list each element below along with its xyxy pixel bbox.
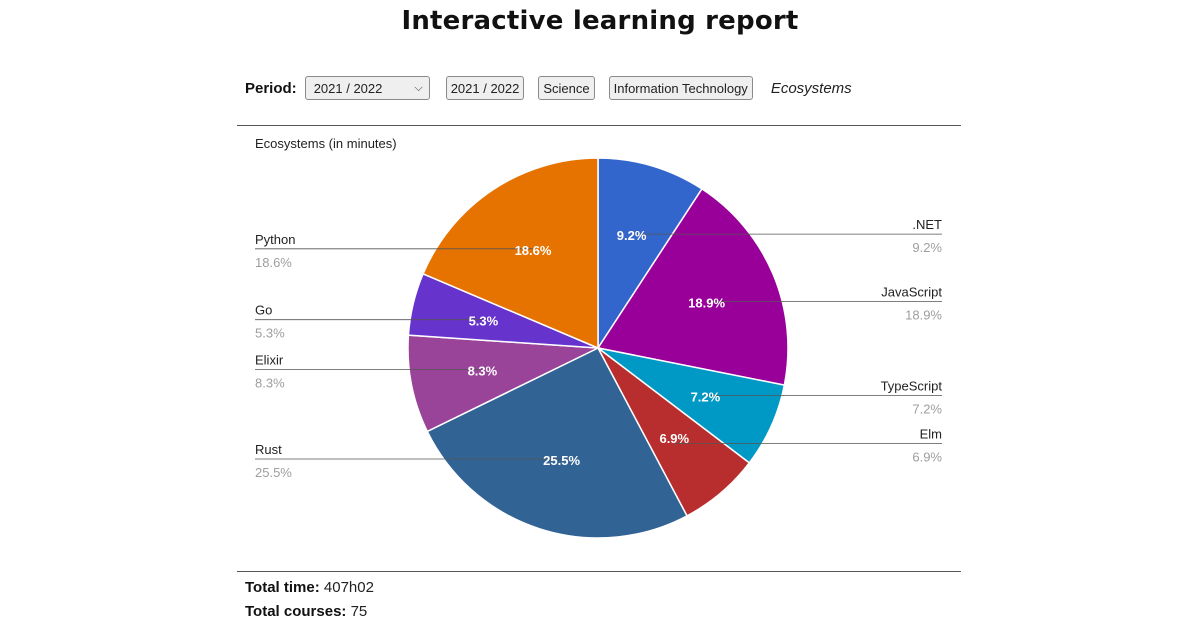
slice-percent-go: 5.3%: [469, 314, 499, 329]
pie-slice-rust[interactable]: [426, 347, 689, 539]
pie-slice-javascript[interactable]: [596, 187, 789, 386]
legend-percent-typescript: 7.2%: [912, 401, 942, 416]
legend-label-elm: Elm: [920, 426, 942, 441]
total-courses: Total courses: 75: [245, 603, 367, 620]
legend-label-rust: Rust: [255, 442, 282, 457]
breadcrumb-it-button[interactable]: Information Technology: [608, 76, 753, 100]
legend-percent-net: 9.2%: [912, 240, 942, 255]
pie-slice-python[interactable]: [422, 157, 599, 350]
top-divider: [237, 125, 961, 126]
legend-label-go: Go: [255, 303, 272, 318]
legend-percent-elm: 6.9%: [912, 449, 942, 464]
slice-percent-typescript: 7.2%: [691, 389, 721, 404]
legend-percent-go: 5.3%: [255, 326, 285, 341]
legend-label-elixir: Elixir: [255, 353, 284, 368]
slice-percent-rust: 25.5%: [543, 453, 580, 468]
total-courses-label: Total courses:: [245, 603, 347, 620]
legend-percent-elixir: 8.3%: [255, 376, 285, 391]
total-time-label: Total time:: [245, 579, 320, 596]
breadcrumb-period-button[interactable]: 2021 / 2022: [445, 76, 525, 100]
breadcrumb-science-button[interactable]: Science: [538, 76, 595, 100]
pie-slice-elixir[interactable]: [407, 334, 601, 433]
slice-percent-javascript: 18.9%: [688, 295, 725, 310]
total-courses-value: 75: [350, 603, 368, 620]
page-title: Interactive learning report: [401, 6, 799, 36]
total-time: Total time: 407h02: [245, 579, 374, 596]
slice-percent-python: 18.6%: [515, 243, 552, 258]
legend-percent-javascript: 18.9%: [905, 307, 942, 322]
chart-title: Ecosystems (in minutes): [255, 136, 397, 151]
period-toolbar: Period: 2021 / 2022 ⌵ 2021 / 2022 Scienc…: [245, 74, 852, 102]
pie-slice-net[interactable]: [597, 157, 703, 351]
period-select[interactable]: 2021 / 2022 ⌵: [304, 76, 430, 100]
slice-percent-elixir: 8.3%: [468, 364, 498, 379]
slice-percent-elm: 6.9%: [659, 431, 689, 446]
legend-percent-python: 18.6%: [255, 255, 292, 270]
period-select-value: 2021 / 2022: [313, 80, 383, 96]
legend-label-typescript: TypeScript: [881, 378, 943, 393]
legend-label-javascript: JavaScript: [881, 284, 942, 299]
bottom-divider: [237, 571, 961, 572]
period-label: Period:: [245, 79, 297, 97]
chevron-down-icon: ⌵: [414, 81, 423, 94]
legend-percent-rust: 25.5%: [255, 465, 292, 480]
breadcrumb-current: Ecosystems: [770, 79, 852, 97]
slice-percent-net: 9.2%: [617, 228, 647, 243]
legend-label-net: .NET: [912, 217, 942, 232]
legend-label-python: Python: [255, 232, 295, 247]
total-time-value: 407h02: [323, 579, 374, 596]
